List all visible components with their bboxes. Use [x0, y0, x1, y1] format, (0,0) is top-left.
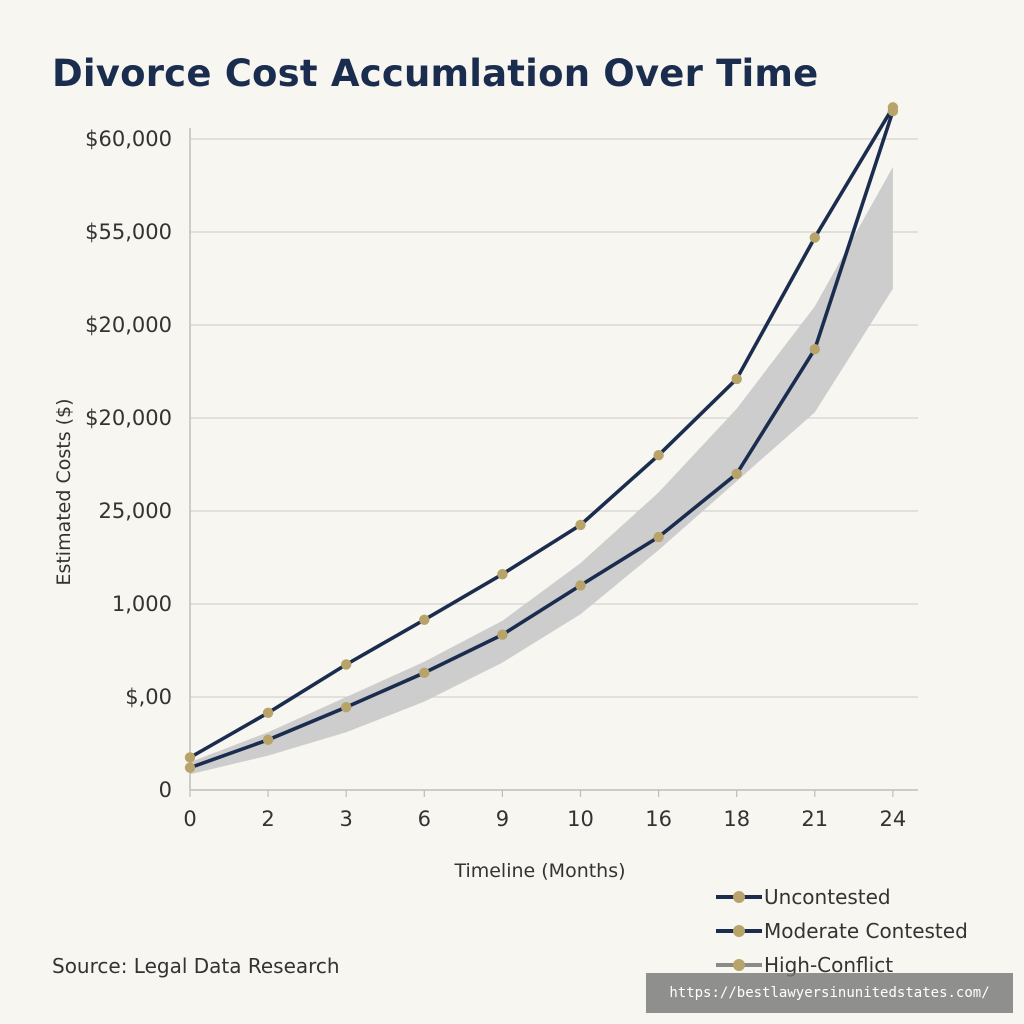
y-tick-label-3: 25,000 [99, 499, 172, 523]
point-uncontested-0 [184, 752, 196, 763]
legend: Uncontested Moderate Contested High-Conf… [716, 880, 968, 982]
point-uncontested-4 [497, 569, 508, 580]
legend-label-moderate-contested: Moderate Contested [764, 919, 968, 943]
series-line-uncontested [188, 105, 895, 760]
point-moderate-contested-5 [575, 580, 586, 591]
watermark-url: https://bestlawyersinunitedstates.com/ [646, 973, 1013, 1013]
legend-marker-moderate-contested [733, 925, 745, 937]
y-tick-label-7: $60,000 [85, 127, 172, 151]
y-tick-label-4: $20,000 [85, 406, 172, 430]
legend-item-moderate-contested: Moderate Contested [716, 914, 968, 948]
x-tick-label-9: 24 [880, 807, 907, 831]
source-note: Source: Legal Data Research [52, 954, 340, 978]
point-uncontested-2 [341, 659, 352, 670]
point-moderate-contested-1 [262, 734, 274, 745]
point-uncontested-1 [262, 707, 274, 719]
x-tick-labels: 0 2 3 6 9 10 16 18 21 24 [183, 807, 906, 831]
x-tick-label-2: 3 [340, 807, 353, 831]
x-tick-label-8: 21 [801, 807, 828, 831]
y-tick-label-1: $,00 [125, 685, 172, 709]
x-tick-label-0: 0 [183, 807, 196, 831]
y-tick-labels: 0 $,00 1,000 25,000 $20,000 $20,000 $55,000 $60… [85, 127, 172, 802]
point-uncontested-5 [575, 519, 586, 531]
y-tick-label-5: $20,000 [85, 313, 172, 337]
point-moderate-contested-6 [653, 531, 664, 543]
legend-swatch-uncontested [716, 887, 762, 907]
point-uncontested-6 [653, 450, 664, 461]
legend-swatch-moderate-contested [716, 921, 762, 941]
x-tick-label-6: 16 [645, 807, 672, 831]
legend-swatch-high-conflict [716, 955, 762, 975]
high-conflict-band [190, 166, 893, 775]
point-uncontested-8 [809, 232, 820, 243]
point-moderate-contested-4 [497, 629, 508, 640]
legend-marker-high-conflict [733, 959, 745, 971]
y-tick-label-2: 1,000 [112, 592, 172, 616]
x-axis-title: Timeline (Months) [453, 860, 625, 882]
point-moderate-contested-0 [184, 762, 196, 773]
x-tick-label-3: 6 [418, 807, 431, 831]
x-tick-label-1: 2 [261, 807, 274, 831]
legend-item-uncontested: Uncontested [716, 880, 968, 914]
y-tick-label-0: 0 [159, 778, 172, 802]
band-area-high-conflict [190, 166, 893, 775]
point-moderate-contested-9 [887, 105, 899, 117]
y-axis-title: Estimated Costs ($) [53, 398, 75, 585]
point-moderate-contested-7 [731, 468, 742, 479]
axes [189, 128, 918, 797]
point-uncontested-3 [419, 614, 430, 626]
x-tick-label-4: 9 [496, 807, 509, 831]
x-tick-label-7: 18 [723, 807, 750, 831]
x-tick-label-5: 10 [567, 807, 594, 831]
legend-marker-uncontested [733, 891, 745, 903]
y-tick-label-6: $55,000 [85, 220, 172, 244]
point-moderate-contested-8 [809, 343, 820, 355]
point-moderate-contested-3 [419, 667, 430, 679]
series-lines [184, 102, 899, 773]
point-moderate-contested-2 [341, 702, 352, 713]
series-line-moderate-contested [188, 109, 895, 770]
legend-label-uncontested: Uncontested [764, 885, 891, 909]
point-uncontested-7 [731, 373, 742, 385]
chart-title: Divorce Cost Accumlation Over Time [52, 52, 819, 95]
